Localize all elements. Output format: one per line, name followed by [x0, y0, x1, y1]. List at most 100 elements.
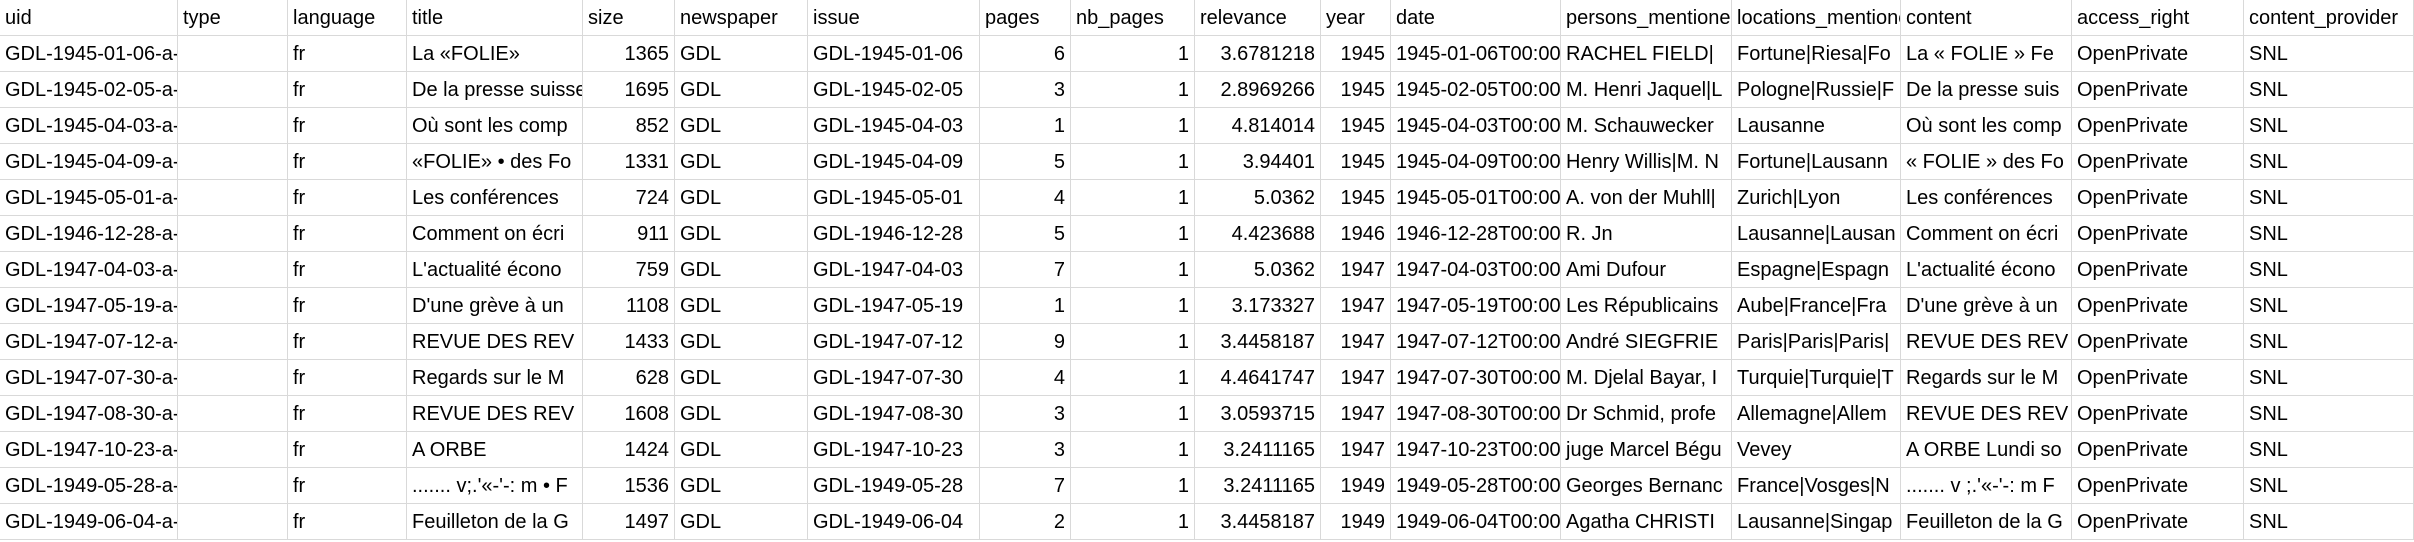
table-cell-language[interactable]: fr [288, 468, 407, 504]
table-cell-relevance[interactable]: 3.0593715 [1195, 396, 1321, 432]
table-cell-pages[interactable]: 4 [980, 360, 1071, 396]
table-cell-title[interactable]: REVUE DES REV [407, 396, 583, 432]
table-cell-pages[interactable]: 7 [980, 252, 1071, 288]
table-cell-size[interactable]: 1331 [583, 144, 675, 180]
table-cell-date[interactable]: 1946-12-28T00:00 [1391, 216, 1561, 252]
table-cell-year[interactable]: 1949 [1321, 468, 1391, 504]
table-cell-locations-mentioned[interactable]: Fortune|Riesa|Fo [1732, 36, 1901, 72]
table-cell-date[interactable]: 1945-02-05T00:00 [1391, 72, 1561, 108]
table-cell-locations-mentioned[interactable]: Pologne|Russie|F [1732, 72, 1901, 108]
table-cell-locations-mentioned[interactable]: Espagne|Espagn [1732, 252, 1901, 288]
table-cell-nb-pages[interactable]: 1 [1071, 360, 1195, 396]
table-cell-date[interactable]: 1947-05-19T00:00 [1391, 288, 1561, 324]
table-cell-newspaper[interactable]: GDL [675, 432, 808, 468]
table-cell-size[interactable]: 628 [583, 360, 675, 396]
table-cell-year[interactable]: 1949 [1321, 504, 1391, 540]
table-cell-uid[interactable]: GDL-1945-02-05-a-i0028 [0, 72, 178, 108]
table-cell-issue[interactable]: GDL-1947-05-19 [808, 288, 980, 324]
column-header-relevance[interactable]: relevance [1195, 0, 1321, 36]
table-cell-newspaper[interactable]: GDL [675, 252, 808, 288]
table-cell-newspaper[interactable]: GDL [675, 288, 808, 324]
table-cell-relevance[interactable]: 3.4458187 [1195, 504, 1321, 540]
column-header-content-provider[interactable]: content_provider [2244, 0, 2414, 36]
table-cell-uid[interactable]: GDL-1949-05-28-a-i0117 [0, 468, 178, 504]
table-cell-type[interactable] [178, 324, 288, 360]
table-cell-content[interactable]: « FOLIE » des Fo [1901, 144, 2072, 180]
table-cell-locations-mentioned[interactable]: Fortune|Lausann [1732, 144, 1901, 180]
table-cell-content-provider[interactable]: SNL [2244, 144, 2414, 180]
table-cell-year[interactable]: 1947 [1321, 252, 1391, 288]
table-cell-persons-mentioned[interactable]: Dr Schmid, profe [1561, 396, 1732, 432]
table-cell-uid[interactable]: GDL-1947-07-30-a-i0066 [0, 360, 178, 396]
table-cell-type[interactable] [178, 144, 288, 180]
column-header-pages[interactable]: pages [980, 0, 1071, 36]
table-cell-year[interactable]: 1945 [1321, 36, 1391, 72]
table-cell-issue[interactable]: GDL-1945-05-01 [808, 180, 980, 216]
table-cell-pages[interactable]: 4 [980, 180, 1071, 216]
table-cell-date[interactable]: 1947-07-12T00:00 [1391, 324, 1561, 360]
table-cell-pages[interactable]: 7 [980, 468, 1071, 504]
table-cell-title[interactable]: A ORBE [407, 432, 583, 468]
table-cell-title[interactable]: L'actualité écono [407, 252, 583, 288]
table-cell-year[interactable]: 1945 [1321, 72, 1391, 108]
table-cell-nb-pages[interactable]: 1 [1071, 324, 1195, 360]
table-cell-nb-pages[interactable]: 1 [1071, 144, 1195, 180]
table-cell-pages[interactable]: 3 [980, 432, 1071, 468]
table-cell-locations-mentioned[interactable]: Lausanne|Lausan [1732, 216, 1901, 252]
table-cell-locations-mentioned[interactable]: Allemagne|Allem [1732, 396, 1901, 432]
table-cell-persons-mentioned[interactable]: M. Henri Jaquel|L [1561, 72, 1732, 108]
table-cell-year[interactable]: 1947 [1321, 360, 1391, 396]
table-cell-title[interactable]: Regards sur le M [407, 360, 583, 396]
table-cell-locations-mentioned[interactable]: Turquie|Turquie|T [1732, 360, 1901, 396]
table-cell-language[interactable]: fr [288, 504, 407, 540]
table-cell-issue[interactable]: GDL-1949-06-04 [808, 504, 980, 540]
table-cell-year[interactable]: 1947 [1321, 324, 1391, 360]
table-cell-uid[interactable]: GDL-1947-07-12-a-i0130 [0, 324, 178, 360]
table-cell-content-provider[interactable]: SNL [2244, 216, 2414, 252]
column-header-locations-mentioned[interactable]: locations_mentioned [1732, 0, 1901, 36]
table-cell-size[interactable]: 724 [583, 180, 675, 216]
table-cell-size[interactable]: 1695 [583, 72, 675, 108]
table-cell-size[interactable]: 1108 [583, 288, 675, 324]
table-cell-uid[interactable]: GDL-1945-04-03-a-i0005 [0, 108, 178, 144]
table-cell-newspaper[interactable]: GDL [675, 504, 808, 540]
table-cell-issue[interactable]: GDL-1946-12-28 [808, 216, 980, 252]
table-cell-content[interactable]: Comment on écri [1901, 216, 2072, 252]
table-cell-date[interactable]: 1949-06-04T00:00 [1391, 504, 1561, 540]
table-cell-nb-pages[interactable]: 1 [1071, 468, 1195, 504]
table-cell-content-provider[interactable]: SNL [2244, 180, 2414, 216]
table-cell-relevance[interactable]: 4.423688 [1195, 216, 1321, 252]
table-cell-size[interactable]: 911 [583, 216, 675, 252]
table-cell-locations-mentioned[interactable]: France|Vosges|N [1732, 468, 1901, 504]
table-cell-content-provider[interactable]: SNL [2244, 360, 2414, 396]
table-cell-uid[interactable]: GDL-1946-12-28-a-i0068 [0, 216, 178, 252]
table-cell-title[interactable]: Comment on écri [407, 216, 583, 252]
table-cell-type[interactable] [178, 468, 288, 504]
column-header-date[interactable]: date [1391, 0, 1561, 36]
table-cell-year[interactable]: 1947 [1321, 396, 1391, 432]
table-cell-year[interactable]: 1945 [1321, 180, 1391, 216]
table-cell-content-provider[interactable]: SNL [2244, 396, 2414, 432]
table-cell-pages[interactable]: 1 [980, 108, 1071, 144]
column-header-size[interactable]: size [583, 0, 675, 36]
table-cell-relevance[interactable]: 3.4458187 [1195, 324, 1321, 360]
table-cell-uid[interactable]: GDL-1947-08-30-a-i0033 [0, 396, 178, 432]
table-cell-type[interactable] [178, 396, 288, 432]
table-cell-access-right[interactable]: OpenPrivate [2072, 36, 2244, 72]
table-cell-type[interactable] [178, 432, 288, 468]
table-cell-language[interactable]: fr [288, 360, 407, 396]
table-cell-relevance[interactable]: 3.2411165 [1195, 468, 1321, 504]
table-cell-pages[interactable]: 2 [980, 504, 1071, 540]
table-cell-uid[interactable]: GDL-1945-05-01-a-i0052 [0, 180, 178, 216]
table-cell-title[interactable]: Feuilleton de la G [407, 504, 583, 540]
table-cell-date[interactable]: 1945-04-09T00:00 [1391, 144, 1561, 180]
table-cell-content-provider[interactable]: SNL [2244, 72, 2414, 108]
table-cell-relevance[interactable]: 5.0362 [1195, 252, 1321, 288]
table-cell-pages[interactable]: 1 [980, 288, 1071, 324]
table-cell-pages[interactable]: 5 [980, 216, 1071, 252]
table-cell-content[interactable]: REVUE DES REV [1901, 396, 2072, 432]
table-cell-date[interactable]: 1949-05-28T00:00 [1391, 468, 1561, 504]
table-cell-language[interactable]: fr [288, 288, 407, 324]
table-cell-access-right[interactable]: OpenPrivate [2072, 396, 2244, 432]
table-cell-content-provider[interactable]: SNL [2244, 504, 2414, 540]
